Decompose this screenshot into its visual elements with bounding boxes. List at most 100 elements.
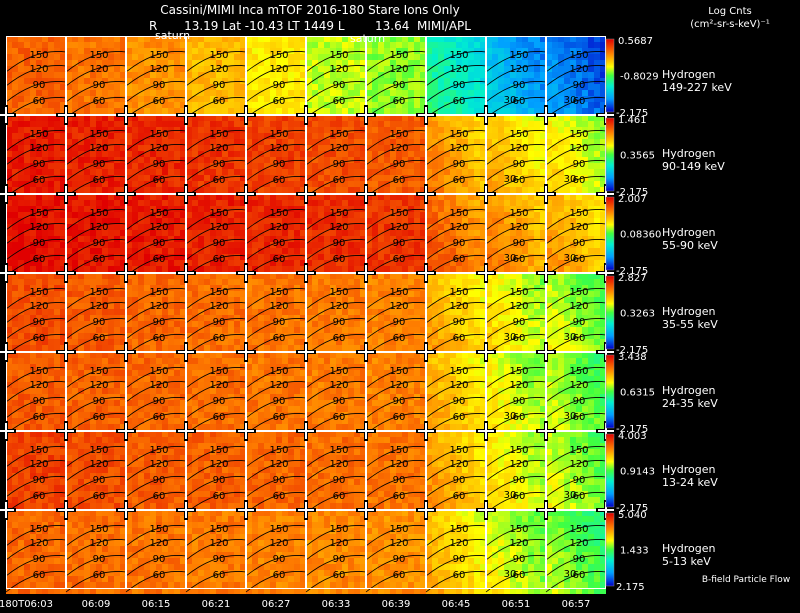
heatmap-cell [156,78,162,84]
heatmap-cell [600,90,606,96]
heatmap-cell [450,218,456,224]
contour-label: 90 [453,159,466,170]
heatmap-cell [354,212,360,218]
heatmap-cell [342,200,348,206]
heatmap-cell [474,115,480,121]
heatmap-cell [126,321,132,327]
heatmap-cell [510,102,516,108]
heatmap-cell [420,127,426,133]
contour-label: 90 [573,159,586,170]
heatmap-cell [222,72,228,78]
heatmap-cell [54,133,60,139]
contour-label: 120 [149,64,168,75]
heatmap-cell [252,200,258,206]
heatmap-cell [150,127,156,133]
heatmap-cell [240,42,246,48]
heatmap-cell [558,151,564,157]
heatmap-cell [48,187,54,193]
heatmap-cell [378,200,384,206]
heatmap-cell [438,54,444,60]
heatmap-cell [18,242,24,248]
contour-line [365,160,427,182]
heatmap-cell [78,218,84,224]
heatmap-cell [414,36,420,42]
heatmap-cell [210,236,216,242]
heatmap-cell [120,315,126,321]
heatmap-cell [324,169,330,175]
heatmap-cell [300,260,306,266]
heatmap-cell [564,254,570,260]
heatmap-cell [480,248,486,254]
heatmap-cell [234,133,240,139]
heatmap-cell [162,297,168,303]
heatmap-cell [594,48,600,54]
heatmap-cell [354,66,360,72]
heatmap-cell [588,169,594,175]
heatmap-cell [18,90,24,96]
heatmap-cell [108,163,114,169]
heatmap-cell [564,121,570,127]
heatmap-cell [522,78,528,84]
heatmap-cell [222,115,228,121]
heatmap-cell [324,242,330,248]
heatmap-cell [300,200,306,206]
heatmap-cell [516,157,522,163]
heatmap-cell [516,206,522,212]
heatmap-cell [90,212,96,218]
heatmap-cell [102,285,108,291]
heatmap-cell [192,206,198,212]
heatmap-cell [156,163,162,169]
heatmap-cell [66,206,72,212]
heatmap-cell [426,90,432,96]
contour-label: 150 [449,50,468,61]
heatmap-cell [282,242,288,248]
heatmap-cell [222,121,228,127]
heatmap-cell [492,121,498,127]
heatmap-cell [354,133,360,139]
heatmap-cell [558,90,564,96]
heatmap-cell [282,54,288,60]
heatmap-cell [348,260,354,266]
heatmap-cell [348,66,354,72]
heatmap-cell [6,224,12,230]
heatmap-cell [192,200,198,206]
heatmap-cell [366,108,372,114]
heatmap-cell [552,254,558,260]
heatmap-cell [432,212,438,218]
heatmap-cell [144,115,150,121]
heatmap-cell [156,266,162,272]
heatmap-cell [156,297,162,303]
heatmap-cell [330,115,336,121]
heatmap-cell [222,36,228,42]
heatmap-cell [516,212,522,218]
heatmap-cell [66,273,72,279]
heatmap-cell [132,339,138,345]
heatmap-cell [24,285,30,291]
heatmap-cell [546,157,552,163]
heatmap-cell [354,139,360,145]
heatmap-cell [324,108,330,114]
heatmap-cell [36,36,42,42]
heatmap-cell [96,72,102,78]
heatmap-cell [570,187,576,193]
heatmap-cell [60,206,66,212]
heatmap-cell [144,218,150,224]
heatmap-cell [228,212,234,218]
heatmap-cell [168,84,174,90]
heatmap-cell [336,72,342,78]
heatmap-cell [126,115,132,121]
heatmap-cell [72,102,78,108]
contour-label: 60 [333,96,346,107]
heatmap-cell [552,236,558,242]
contour-label: 60 [153,333,166,344]
heatmap-cell [30,163,36,169]
heatmap-cell [276,242,282,248]
heatmap-cell [582,248,588,254]
heatmap-cell [48,333,54,339]
heatmap-cell [144,78,150,84]
heatmap-cell [156,48,162,54]
heatmap-cell [258,48,264,54]
heatmap-cell [138,36,144,42]
heatmap-cell [300,242,306,248]
heatmap-cell [390,90,396,96]
